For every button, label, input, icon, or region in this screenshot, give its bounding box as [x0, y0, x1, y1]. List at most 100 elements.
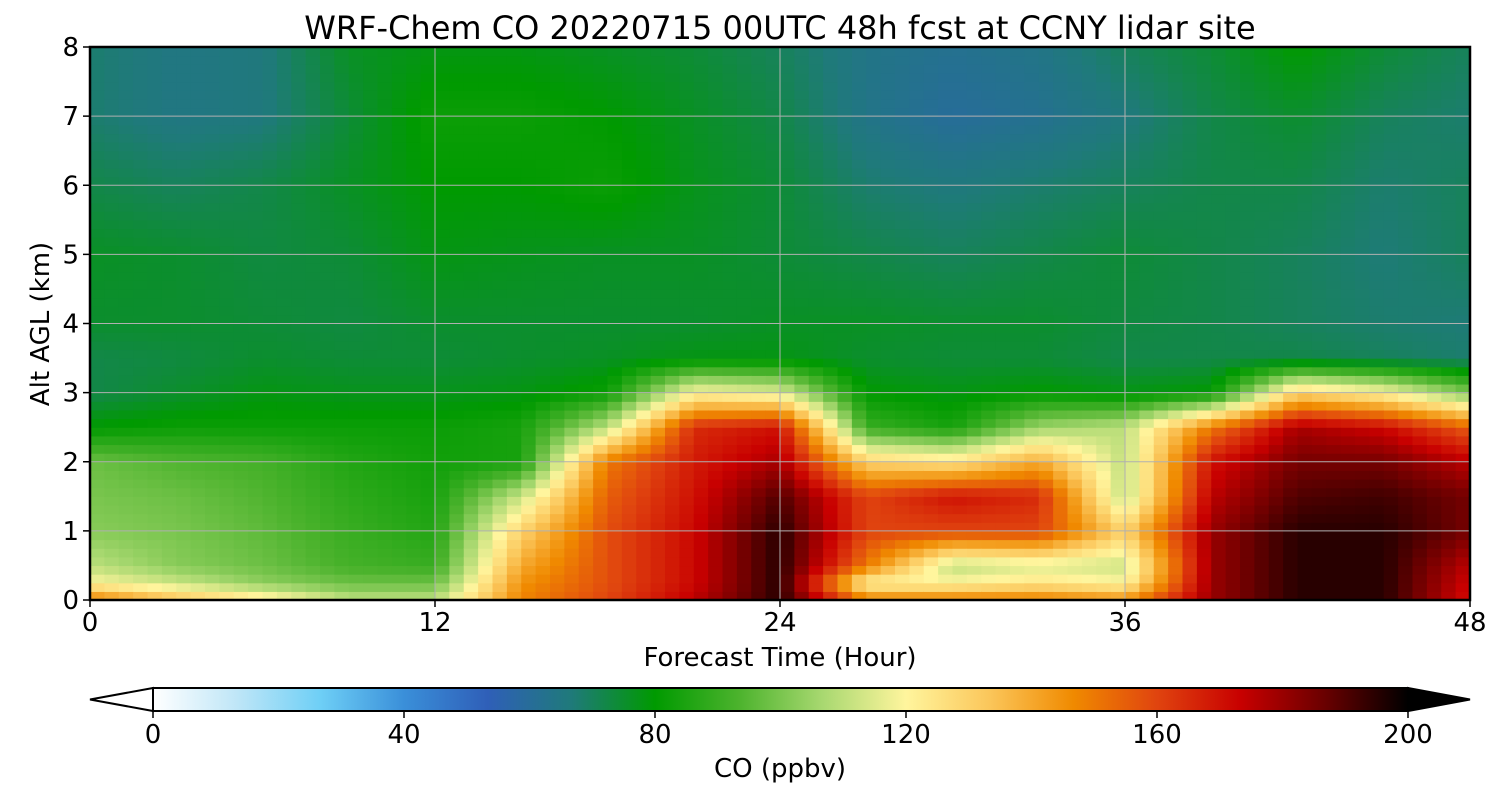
- heatmap-cell: [161, 81, 177, 91]
- heatmap-cell: [650, 401, 666, 411]
- heatmap-cell: [147, 159, 163, 169]
- heatmap-cell: [823, 159, 839, 169]
- heatmap-cell: [607, 323, 623, 333]
- heatmap-cell: [1053, 314, 1069, 325]
- heatmap-cell: [693, 176, 709, 186]
- heatmap-cell: [276, 513, 292, 523]
- heatmap-cell: [161, 522, 177, 532]
- heatmap-cell: [866, 81, 882, 91]
- heatmap-cell: [449, 504, 465, 515]
- heatmap-cell: [348, 98, 364, 109]
- heatmap-cell: [952, 133, 968, 143]
- heatmap-cell: [291, 409, 307, 420]
- heatmap-cell: [780, 167, 795, 178]
- heatmap-cell: [981, 435, 997, 446]
- heatmap-cell: [1024, 193, 1040, 204]
- heatmap-cell: [118, 202, 134, 212]
- heatmap-cell: [276, 98, 292, 109]
- heatmap-cell: [1038, 185, 1054, 195]
- heatmap-cell: [262, 116, 278, 126]
- heatmap-cell: [363, 366, 379, 376]
- heatmap-cell: [305, 366, 321, 376]
- heatmap-cell: [176, 548, 192, 558]
- heatmap-cell: [377, 539, 393, 549]
- heatmap-cell: [708, 176, 724, 186]
- heatmap-cell: [1139, 116, 1155, 126]
- heatmap-cell: [406, 202, 422, 212]
- heatmap-cell: [650, 288, 666, 299]
- heatmap-cell: [1125, 556, 1140, 567]
- heatmap-cell: [248, 375, 264, 385]
- heatmap-cell: [506, 193, 522, 204]
- heatmap-cell: [320, 288, 335, 299]
- heatmap-cell: [90, 522, 105, 532]
- heatmap-cell: [708, 591, 724, 601]
- heatmap-cell: [176, 582, 192, 592]
- heatmap-cell: [866, 522, 882, 532]
- heatmap-cell: [1096, 470, 1112, 480]
- heatmap-cell: [780, 548, 795, 558]
- heatmap-cell: [751, 167, 767, 178]
- heatmap-cell: [420, 591, 436, 601]
- heatmap-cell: [463, 565, 479, 575]
- heatmap-cell: [262, 461, 278, 471]
- heatmap-cell: [736, 263, 752, 273]
- heatmap-cell: [966, 504, 982, 515]
- heatmap-cell: [478, 435, 494, 446]
- heatmap-cell: [305, 453, 321, 463]
- heatmap-cell: [1024, 574, 1040, 584]
- heatmap-cell: [118, 582, 134, 592]
- heatmap-cell: [176, 263, 192, 273]
- heatmap-cell: [866, 332, 882, 342]
- heatmap-cell: [923, 401, 939, 411]
- heatmap-cell: [966, 176, 982, 186]
- heatmap-cell: [449, 306, 465, 316]
- heatmap-cell: [1153, 375, 1169, 385]
- heatmap-cell: [1038, 176, 1054, 186]
- heatmap-cell: [1024, 530, 1040, 541]
- heatmap-cell: [348, 323, 364, 333]
- heatmap-cell: [938, 358, 954, 368]
- heatmap-cell: [593, 159, 609, 169]
- heatmap-cell: [492, 392, 508, 402]
- heatmap-cell: [808, 409, 824, 420]
- heatmap-cell: [334, 219, 350, 230]
- heatmap-cell: [334, 176, 350, 186]
- heatmap-cell: [1010, 349, 1025, 359]
- heatmap-cell: [205, 167, 220, 178]
- heatmap-cell: [736, 418, 752, 428]
- heatmap-cell: [1081, 582, 1097, 592]
- heatmap-cell: [1182, 427, 1198, 437]
- heatmap-cell: [90, 245, 105, 255]
- heatmap-cell: [909, 427, 925, 437]
- heatmap-cell: [506, 271, 522, 281]
- heatmap-cell: [808, 116, 824, 126]
- heatmap-cell: [1038, 461, 1054, 471]
- heatmap-cell: [952, 72, 968, 83]
- heatmap-cell: [1024, 401, 1040, 411]
- heatmap-cell: [1125, 323, 1140, 333]
- heatmap-cell: [722, 375, 738, 385]
- heatmap-cell: [320, 47, 335, 57]
- heatmap-cell: [808, 565, 824, 575]
- heatmap-cell: [118, 444, 134, 454]
- heatmap-cell: [981, 444, 997, 454]
- heatmap-cell: [636, 228, 652, 238]
- heatmap-cell: [1096, 297, 1112, 307]
- heatmap-cell: [133, 219, 149, 230]
- heatmap-cell: [334, 185, 350, 195]
- heatmap-cell: [147, 228, 163, 238]
- heatmap-cell: [233, 323, 249, 333]
- heatmap-cell: [665, 254, 680, 264]
- heatmap-cell: [1010, 167, 1025, 178]
- heatmap-cell: [564, 539, 580, 549]
- heatmap-cell: [291, 185, 307, 195]
- heatmap-cell: [320, 375, 335, 385]
- heatmap-cell: [219, 323, 235, 333]
- heatmap-cell: [621, 47, 637, 57]
- heatmap-cell: [593, 64, 609, 74]
- heatmap-cell: [794, 133, 810, 143]
- heatmap-cell: [621, 202, 637, 212]
- heatmap-cell: [377, 349, 393, 359]
- heatmap-cell: [348, 453, 364, 463]
